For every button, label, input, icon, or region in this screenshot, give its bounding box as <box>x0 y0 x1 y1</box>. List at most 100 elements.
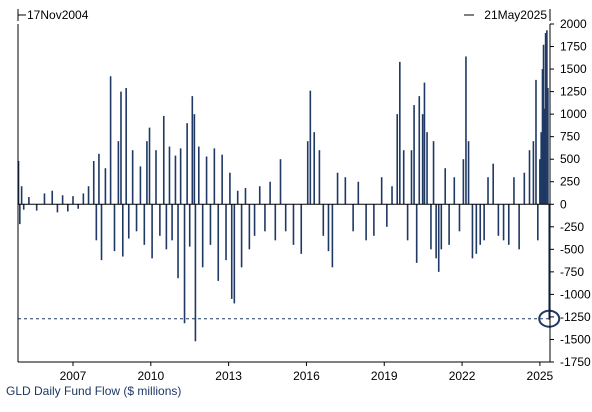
x-tick-label: 2013 <box>215 369 242 383</box>
flow-bar <box>444 168 447 205</box>
flow-bar <box>421 114 424 205</box>
y-tick-label: 1000 <box>560 107 587 121</box>
flow-bar <box>406 204 409 241</box>
flow-bar <box>435 204 437 259</box>
flow-bar <box>352 204 354 232</box>
flow-bar <box>117 141 120 205</box>
flow-bar <box>547 87 549 205</box>
flow-bar <box>28 197 30 205</box>
flow-bar <box>475 204 478 254</box>
flow-bar <box>56 204 59 213</box>
flow-bar <box>191 96 194 205</box>
flow-bar <box>430 204 432 250</box>
flow-bar <box>113 204 116 252</box>
flow-bar <box>471 204 474 259</box>
flow-bar <box>230 204 233 299</box>
flow-bar <box>373 204 375 236</box>
flow-bar <box>120 91 122 205</box>
y-tick-label: 2000 <box>560 17 587 31</box>
flow-bar <box>467 141 470 205</box>
y-tick-label: -750 <box>560 265 584 279</box>
flow-bar <box>540 132 542 205</box>
flow-bar <box>135 204 138 232</box>
flow-bar <box>415 204 418 263</box>
flow-bar <box>396 114 399 205</box>
x-tick-label: 2019 <box>371 369 398 383</box>
flow-bar <box>109 76 112 205</box>
flow-bar <box>513 177 515 205</box>
y-tick-label: -500 <box>560 242 584 256</box>
flow-bar <box>233 204 236 304</box>
flow-bar <box>209 204 212 245</box>
flow-bar <box>535 79 537 205</box>
flow-bar <box>423 82 426 205</box>
flow-bar <box>159 204 161 236</box>
flow-bar <box>51 190 54 205</box>
flow-bar <box>539 159 541 205</box>
y-tick-label: 0 <box>560 197 567 211</box>
flow-bar <box>528 150 531 205</box>
y-tick-label: -1750 <box>560 355 591 369</box>
flow-bar <box>274 204 277 241</box>
flow-bar <box>318 150 321 205</box>
flow-bar <box>264 204 266 232</box>
flow-bar <box>77 204 79 209</box>
x-tick-label: 2010 <box>137 369 164 383</box>
flow-bar <box>162 115 165 205</box>
flow-bar <box>402 150 405 205</box>
flow-bar <box>143 204 146 245</box>
flow-bar <box>357 181 360 205</box>
flow-bar <box>221 154 223 205</box>
y-tick-label: -1000 <box>560 287 591 301</box>
flow-bar <box>399 61 401 205</box>
flow-bar <box>365 204 367 241</box>
flow-bar <box>453 177 456 205</box>
chart-caption: GLD Daily Fund Flow ($ millions) <box>6 384 182 398</box>
flow-bar <box>82 193 85 205</box>
flow-bar <box>497 204 500 236</box>
flow-bar <box>465 56 467 205</box>
flow-bar <box>269 181 271 205</box>
flow-bar <box>331 204 334 268</box>
flow-bar <box>148 127 151 205</box>
flow-bar <box>127 204 130 239</box>
flow-bar <box>386 204 388 227</box>
flow-bar <box>236 190 239 205</box>
start-date-label: 17Nov2004 <box>27 8 89 22</box>
flow-bar <box>177 204 179 279</box>
end-date-label: 21May2025 <box>484 8 547 22</box>
flow-bar <box>440 204 443 250</box>
flow-bar <box>300 204 303 254</box>
y-tick-label: 250 <box>560 175 580 189</box>
flow-bar <box>279 159 282 205</box>
flow-bar <box>193 114 196 205</box>
flow-bar <box>131 150 134 205</box>
x-tick-label: 2016 <box>293 369 320 383</box>
flow-bar <box>336 172 339 205</box>
flow-bar <box>410 150 413 205</box>
flow-bar <box>413 105 415 205</box>
flow-bar <box>19 204 21 225</box>
flow-bar <box>437 204 440 272</box>
flow-bar <box>292 204 295 245</box>
flow-bar <box>426 132 428 205</box>
flow-bar <box>313 132 316 205</box>
flow-bar <box>17 161 20 205</box>
flow-bar <box>43 193 46 205</box>
flow-bar <box>201 204 204 268</box>
flow-bar <box>523 172 526 205</box>
flow-bar <box>104 168 107 205</box>
flow-bar <box>217 204 220 281</box>
flow-bar <box>380 177 383 205</box>
flow-bar <box>240 204 243 268</box>
flow-bar <box>546 30 548 205</box>
flow-bar <box>548 204 551 320</box>
flow-bar <box>391 186 393 205</box>
flow-bar <box>151 204 153 259</box>
y-tick-label: -250 <box>560 220 584 234</box>
flow-bar <box>487 177 489 205</box>
flow-bar <box>95 204 98 241</box>
flow-bar <box>309 90 312 205</box>
flow-bar <box>22 204 25 210</box>
